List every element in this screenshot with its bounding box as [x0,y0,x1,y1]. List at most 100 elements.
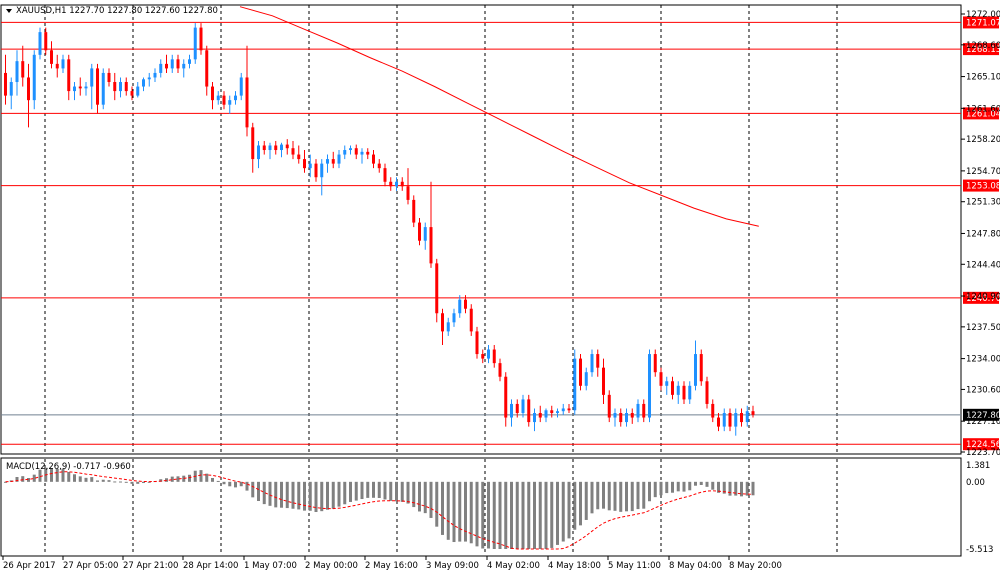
candle-body [216,95,220,101]
candle-body [487,349,490,359]
candle-body [653,354,657,373]
candle-body [556,411,559,414]
candle-body [533,413,536,423]
macd-bar [475,481,479,547]
macd-bar [55,468,59,482]
candle-body [9,82,13,96]
candle-body [602,367,605,395]
macd-bar [90,477,94,482]
macd-bar [354,481,358,501]
candle-body [400,181,404,187]
candle-body [584,372,588,386]
macd-bar [84,477,88,482]
candle-body [303,159,306,169]
dropdown-triangle-icon[interactable] [6,9,12,13]
candle-body [705,381,709,404]
macd-panel-frame [0,457,962,557]
level-tag-label: 1253.08 [966,182,1000,192]
macd-bar [492,481,496,549]
candle-body [383,168,387,182]
candle-body [544,410,548,418]
macd-bar [67,471,71,482]
macd-bar [487,481,490,549]
candle-body [257,145,260,160]
macd-bar [561,481,565,542]
macd-bar [550,481,554,548]
candle-body [395,181,398,187]
macd-bar [458,481,462,542]
candles [4,23,755,436]
candle-body [372,154,375,164]
candle-body [740,413,743,423]
macd-bar [705,481,709,487]
candle-body [665,381,669,386]
macd-bar [751,481,755,496]
macd-bar [32,474,36,482]
candle-body [504,376,508,418]
horizontal-levels: 1271.07 1268.13 1261.04 1253.08 1240.70 1224.… [1,16,1000,451]
level-tag-label: 1268.13 [966,45,1000,55]
macd-bar [113,481,117,483]
candle-body [32,54,36,101]
y-tick-label: 1230.60 [966,385,1000,395]
ma-line [239,6,759,227]
x-tick-label: 27 Apr 05:00 [63,561,118,571]
macd-bar [452,481,456,543]
macd-bar [607,481,611,511]
macd-bar [435,481,439,527]
macd-bar [596,481,600,510]
candle-body [15,61,19,83]
candle-body [429,227,433,264]
macd-bar [469,481,473,544]
candle-body [527,399,531,423]
macd-signal-line [5,471,754,550]
macd-bar [533,481,536,549]
candle-body [96,68,99,105]
candle-body [251,127,255,160]
candle-body [648,354,651,418]
x-tick-label: 4 May 02:00 [487,561,540,571]
candle-body [699,354,703,382]
macd-bar [331,481,335,509]
candle-body [630,413,634,418]
current-price-tag [963,408,999,421]
candle-body [188,59,191,64]
candle-body [446,322,450,332]
macd-bar [688,481,692,491]
candle-body [176,59,180,69]
y-tick-label: 1223.70 [966,448,1000,458]
macd-bar [584,481,588,520]
candle-body [211,86,214,101]
candle-body [671,381,674,395]
macd-bar [590,481,594,514]
candle-body [170,59,174,69]
macd-bar [147,481,151,483]
x-tick-label: 2 May 00:00 [305,561,358,571]
macd-bar [400,481,404,502]
candle-body [147,77,151,80]
candle-body [751,411,755,415]
moving-average [239,6,759,227]
macd-bar [395,481,398,502]
candle-body [78,86,82,89]
candle-body [67,59,71,92]
candle-body [717,417,720,427]
macd-bar [314,481,318,513]
y-tick-label: 1272.00 [966,10,1000,20]
macd-bar [297,481,301,510]
candle-body [441,313,444,332]
candle-body [722,413,726,427]
candle-body [492,349,496,364]
macd-bar [504,481,508,549]
candle-body [239,77,243,96]
macd-bar [349,481,352,502]
candle-body [521,399,525,414]
macd-bar [96,480,99,482]
candle-body [274,145,278,151]
candle-body [619,413,623,423]
candle-body [377,163,381,169]
candle-body [464,299,467,309]
candle-body [27,77,30,101]
candle-body [90,68,94,87]
macd-bar [464,481,467,542]
